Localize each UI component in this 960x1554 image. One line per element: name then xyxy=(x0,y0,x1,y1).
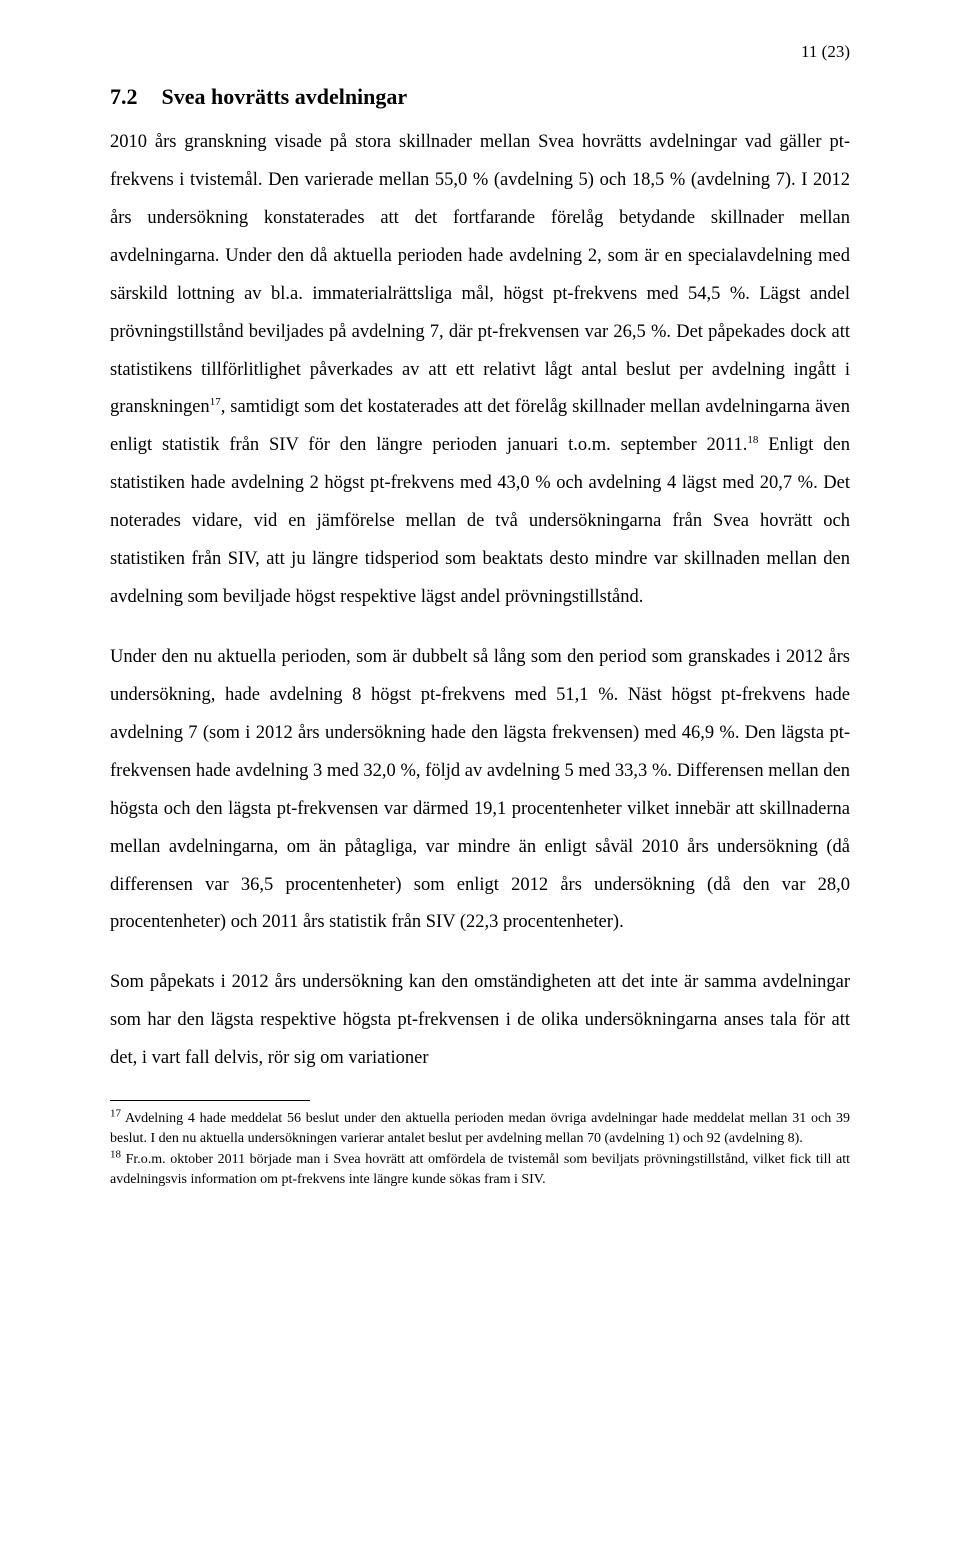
footnote-ref-18: 18 xyxy=(747,434,758,446)
paragraph-1-part-a: 2010 års granskning visade på stora skil… xyxy=(110,132,850,417)
footnote-number-18: 18 xyxy=(110,1149,121,1161)
footnote-17-text: Avdelning 4 hade meddelat 56 beslut unde… xyxy=(110,1111,850,1146)
paragraph-3: Som påpekats i 2012 års undersökning kan… xyxy=(110,964,850,1078)
footnote-17: 17 Avdelning 4 hade meddelat 56 beslut u… xyxy=(110,1109,850,1148)
paragraph-1-part-c: Enligt den statistiken hade avdelning 2 … xyxy=(110,435,850,607)
document-page: 11 (23) 7.2 Svea hovrätts avdelningar 201… xyxy=(0,0,960,1554)
heading-number: 7.2 xyxy=(110,84,138,110)
page-number: 11 (23) xyxy=(801,42,850,62)
footnote-18: 18 Fr.o.m. oktober 2011 började man i Sv… xyxy=(110,1150,850,1189)
footnote-ref-17: 17 xyxy=(210,396,221,408)
paragraph-1-part-b: , samtidigt som det kostaterades att det… xyxy=(110,397,850,455)
footnote-number-17: 17 xyxy=(110,1107,121,1119)
paragraph-1: 2010 års granskning visade på stora skil… xyxy=(110,124,850,617)
footnote-18-text: Fr.o.m. oktober 2011 började man i Svea … xyxy=(110,1152,850,1187)
heading-title: Svea hovrätts avdelningar xyxy=(162,84,408,109)
footnote-separator xyxy=(110,1100,310,1101)
paragraph-2: Under den nu aktuella perioden, som är d… xyxy=(110,639,850,942)
section-heading: 7.2 Svea hovrätts avdelningar xyxy=(110,84,850,110)
